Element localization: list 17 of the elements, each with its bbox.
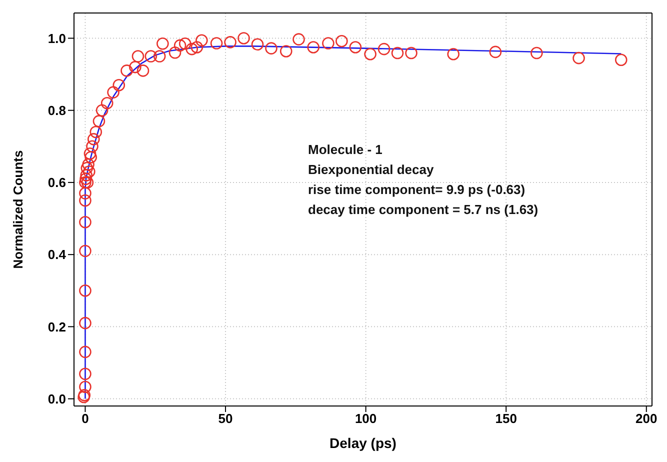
annotation: rise time component= 9.9 ps (-0.63) bbox=[308, 181, 526, 199]
x-tick-label: 0 bbox=[82, 411, 89, 426]
x-axis-title: Delay (ps) bbox=[330, 435, 396, 451]
y-tick-label: 0.4 bbox=[48, 247, 67, 262]
x-tick-label: 150 bbox=[495, 411, 517, 426]
annotation: Biexponential decay bbox=[308, 161, 435, 179]
y-tick-label: 0.0 bbox=[48, 391, 66, 406]
x-tick-label: 50 bbox=[218, 411, 233, 426]
y-tick-label: 0.6 bbox=[48, 175, 66, 190]
annotation: Molecule - 1 bbox=[308, 141, 384, 159]
y-tick-label: 0.2 bbox=[48, 319, 66, 334]
y-tick-label: 1.0 bbox=[48, 30, 66, 46]
x-tick-label: 200 bbox=[636, 411, 658, 426]
x-tick-label: 100 bbox=[354, 411, 377, 426]
annotation: decay time component = 5.7 ns (1.63) bbox=[308, 201, 538, 219]
y-axis-title: Normalized Counts bbox=[10, 150, 26, 269]
y-tick-label: 0.8 bbox=[48, 102, 66, 118]
